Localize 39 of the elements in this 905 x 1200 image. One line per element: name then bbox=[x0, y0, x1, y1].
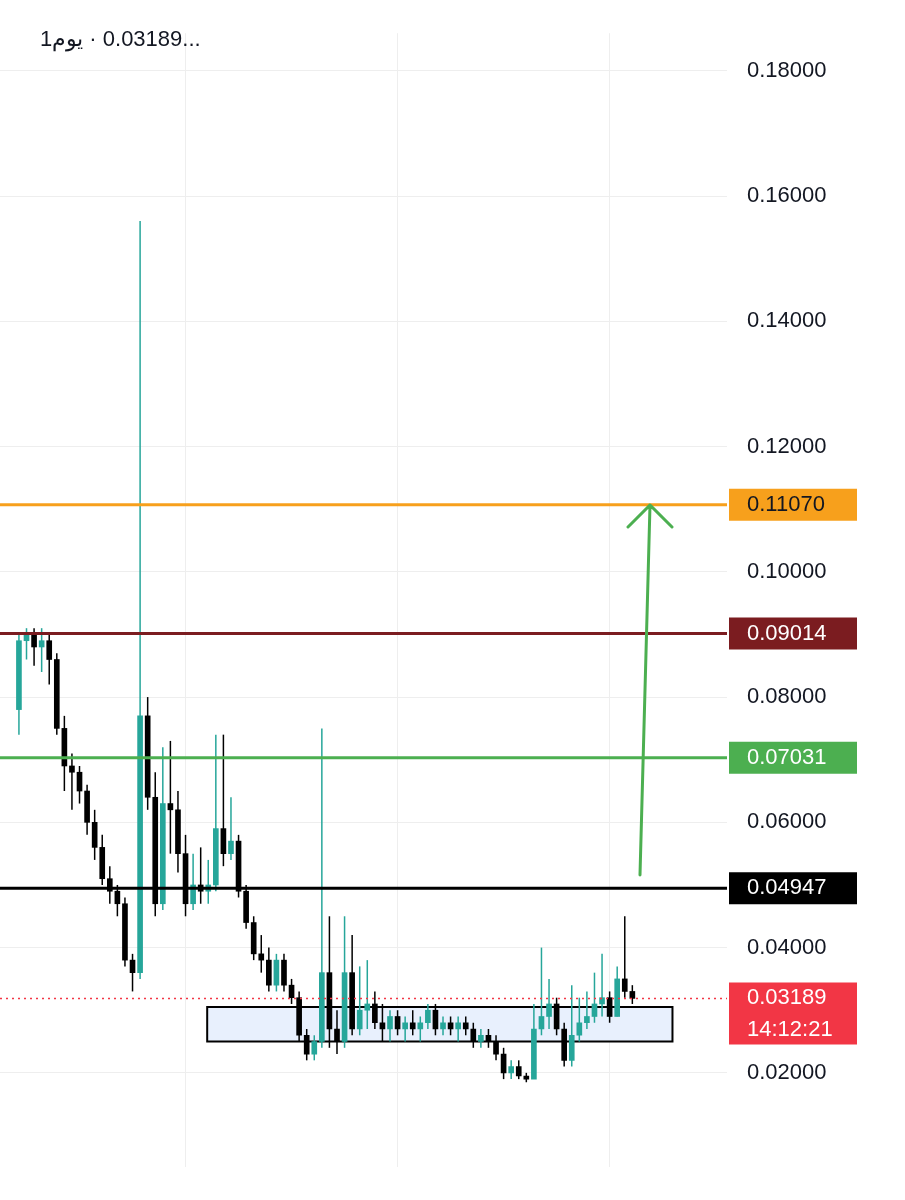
candlestick bbox=[462, 1015, 469, 1037]
y-tick-label: 0.12000 bbox=[747, 432, 827, 458]
candlestick bbox=[402, 1015, 408, 1043]
y-tick-label: 0.10000 bbox=[747, 557, 827, 583]
ref-line-label: 0.04947 bbox=[747, 874, 827, 900]
candlestick bbox=[31, 627, 37, 667]
candlestick bbox=[409, 1009, 416, 1037]
text: 14:12:21 bbox=[747, 1016, 833, 1042]
candlestick bbox=[508, 1059, 514, 1080]
candlestick bbox=[69, 752, 75, 811]
y-tick-label: 0.18000 bbox=[747, 56, 827, 82]
candlestick bbox=[440, 1015, 446, 1037]
ref-line-label: 0.09014 bbox=[747, 619, 827, 645]
candlestick bbox=[447, 1015, 454, 1037]
candlestick bbox=[167, 740, 174, 855]
candlestick bbox=[387, 1009, 393, 1043]
y-tick-label: 0.04000 bbox=[747, 933, 827, 959]
candlestick bbox=[621, 915, 628, 999]
candlestick bbox=[46, 633, 53, 686]
ref-line-label: 0.07031 bbox=[747, 743, 827, 769]
candlestick bbox=[38, 627, 45, 673]
y-tick-label: 0.16000 bbox=[747, 182, 827, 208]
candlestick bbox=[584, 990, 590, 1030]
candlestick bbox=[425, 1003, 431, 1030]
y-tick-label: 0.14000 bbox=[747, 307, 827, 333]
candlestick bbox=[515, 1059, 522, 1080]
candlestick bbox=[228, 796, 234, 861]
candlestick bbox=[546, 978, 552, 1030]
ref-line-label: 0.11070 bbox=[747, 490, 825, 516]
candlestick bbox=[455, 1015, 461, 1043]
candlestick bbox=[478, 1028, 484, 1049]
candlestick bbox=[417, 1015, 424, 1043]
y-tick-label: 0.02000 bbox=[747, 1058, 827, 1084]
ref-line-label: 0.03189 bbox=[747, 984, 827, 1010]
candlestick bbox=[258, 934, 265, 974]
y-tick-label: 0.08000 bbox=[747, 683, 827, 709]
y-tick-label: 0.06000 bbox=[747, 808, 827, 834]
candlestick bbox=[311, 1034, 318, 1062]
candlestick bbox=[599, 953, 605, 1018]
